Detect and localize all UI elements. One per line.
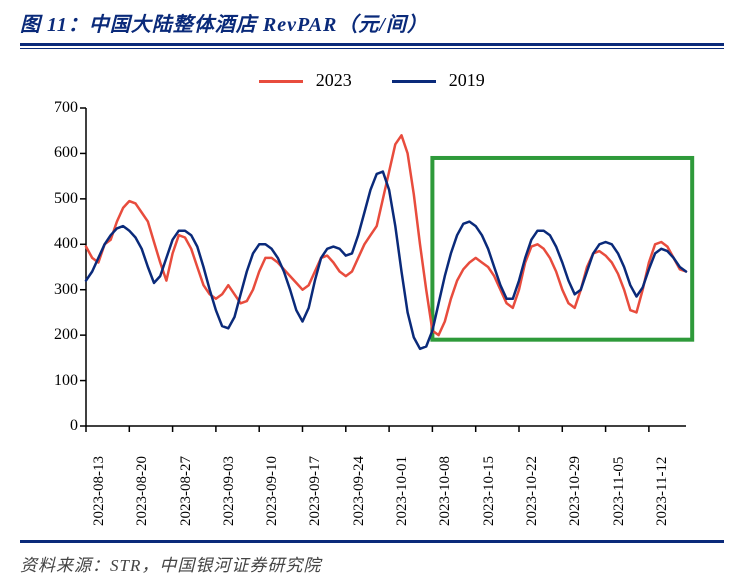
- y-tick-label: 300: [38, 281, 78, 299]
- x-tick-label: 2023-11-05: [611, 457, 628, 526]
- x-tick-label: 2023-10-29: [567, 456, 584, 526]
- x-tick-label: 2023-08-13: [91, 456, 108, 526]
- legend: 2023 2019: [0, 70, 744, 91]
- chart-title: 图 11：中国大陆整体酒店 RevPAR（元/间）: [20, 8, 724, 37]
- legend-label-2023: 2023: [316, 70, 352, 90]
- y-tick-label: 0: [38, 417, 78, 435]
- footer-text: 资料来源：STR，中国银河证券研究院: [20, 551, 724, 576]
- y-tick-label: 700: [38, 99, 78, 117]
- legend-swatch-2019: [392, 80, 436, 83]
- y-tick-label: 400: [38, 235, 78, 253]
- x-tick-label: 2023-09-24: [351, 456, 368, 526]
- y-tick-label: 100: [38, 372, 78, 390]
- legend-item-2023: 2023: [259, 70, 352, 91]
- footer-rule: [20, 540, 724, 543]
- x-tick-label: 2023-10-08: [437, 456, 454, 526]
- x-tick-label: 2023-09-17: [307, 456, 324, 526]
- chart-svg: [86, 108, 686, 426]
- footer: 资料来源：STR，中国银河证券研究院: [20, 540, 724, 576]
- x-tick-label: 2023-08-20: [134, 456, 151, 526]
- x-tick-label: 2023-09-03: [221, 456, 238, 526]
- title-rule-thin: [20, 48, 724, 49]
- title-bar: 图 11：中国大陆整体酒店 RevPAR（元/间）: [20, 8, 724, 49]
- x-tick-label: 2023-08-27: [178, 456, 195, 526]
- x-tick-label: 2023-10-22: [524, 456, 541, 526]
- x-tick-label: 2023-10-15: [481, 456, 498, 526]
- figure: 图 11：中国大陆整体酒店 RevPAR（元/间） 2023 2019 0100…: [0, 0, 744, 588]
- x-tick-label: 2023-09-10: [264, 456, 281, 526]
- title-rule-thick: [20, 43, 724, 46]
- legend-item-2019: 2019: [392, 70, 485, 91]
- legend-swatch-2023: [259, 80, 303, 83]
- x-tick-label: 2023-10-01: [394, 456, 411, 526]
- series-lines: [86, 135, 686, 349]
- y-tick-label: 600: [38, 144, 78, 162]
- plot-area: 0100200300400500600700 2023-08-132023-08…: [86, 108, 686, 426]
- x-tick-label: 2023-11-12: [654, 457, 671, 526]
- y-tick-label: 200: [38, 326, 78, 344]
- y-tick-label: 500: [38, 190, 78, 208]
- legend-label-2019: 2019: [449, 70, 485, 90]
